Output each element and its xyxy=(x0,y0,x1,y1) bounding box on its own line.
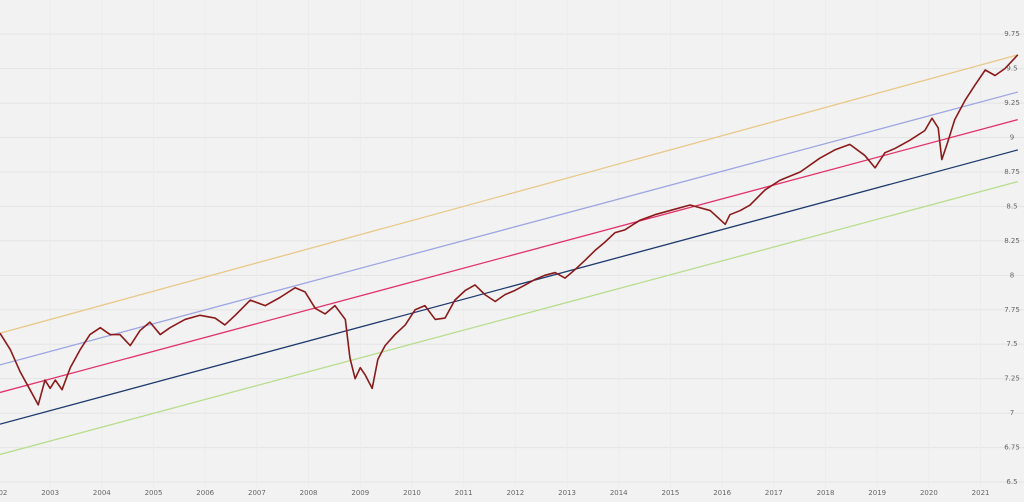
x-tick-label: 2012 xyxy=(506,489,524,497)
y-tick-label: 6.75 xyxy=(1004,444,1020,452)
x-tick-label: 2002 xyxy=(0,489,7,497)
y-tick-label: 7.5 xyxy=(1006,340,1017,348)
x-tick-label: 2011 xyxy=(455,489,473,497)
y-tick-label: 8.75 xyxy=(1004,168,1020,176)
x-tick-label: 2020 xyxy=(920,489,938,497)
x-tick-label: 2005 xyxy=(145,489,163,497)
y-tick-label: 7 xyxy=(1010,409,1014,417)
y-tick-label: 8 xyxy=(1010,271,1014,279)
x-tick-label: 2003 xyxy=(41,489,59,497)
series-line xyxy=(0,91,1018,366)
x-tick-label: 2004 xyxy=(93,489,111,497)
y-tick-label: 7.25 xyxy=(1004,375,1020,383)
x-tick-label: 2018 xyxy=(817,489,835,497)
series-line xyxy=(0,149,1018,425)
series-line xyxy=(0,180,1018,456)
x-tick-label: 2016 xyxy=(713,489,731,497)
x-tick-label: 2013 xyxy=(558,489,576,497)
x-tick-label: 2014 xyxy=(610,489,628,497)
y-tick-label: 9 xyxy=(1010,134,1014,142)
y-tick-label: 9.75 xyxy=(1004,30,1020,38)
x-tick-label: 2017 xyxy=(765,489,783,497)
y-tick-label: 8.5 xyxy=(1006,202,1017,210)
x-tick-label: 2019 xyxy=(868,489,886,497)
x-tick-label: 2007 xyxy=(248,489,266,497)
x-tick-label: 2021 xyxy=(972,489,990,497)
x-tick-label: 2008 xyxy=(300,489,318,497)
x-tick-label: 2006 xyxy=(196,489,214,497)
x-tick-label: 2009 xyxy=(351,489,369,497)
y-tick-label: 9.5 xyxy=(1006,65,1017,73)
y-tick-label: 6.5 xyxy=(1006,478,1017,486)
series-line xyxy=(0,54,1019,406)
series-line xyxy=(0,54,1018,334)
y-tick-label: 9.25 xyxy=(1004,99,1020,107)
x-tick-label: 2015 xyxy=(662,489,680,497)
y-tick-label: 7.75 xyxy=(1004,306,1020,314)
series-line xyxy=(0,118,1018,394)
y-tick-label: 8.25 xyxy=(1004,237,1020,245)
x-tick-label: 2010 xyxy=(403,489,421,497)
